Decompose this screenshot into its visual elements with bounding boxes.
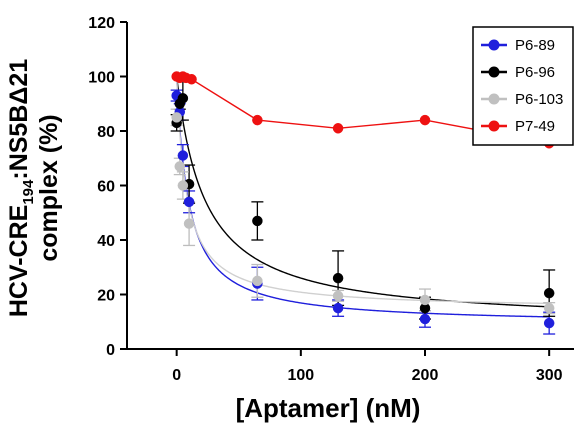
data-point-p7-49 bbox=[252, 114, 263, 126]
data-point-p6-89 bbox=[177, 150, 189, 161]
data-point-p6-89 bbox=[543, 317, 555, 329]
data-point-p6-96 bbox=[332, 272, 344, 284]
data-point-p6-89 bbox=[332, 302, 344, 314]
y-tick-label: 40 bbox=[97, 233, 115, 250]
tick-labels: 0 20 40 60 80 100 120 0 100 200 300 bbox=[88, 15, 562, 384]
y-tick-label: 0 bbox=[106, 342, 115, 359]
x-tick-label: 300 bbox=[536, 367, 563, 384]
y-tick-label: 60 bbox=[97, 179, 115, 196]
legend-label-p6-103: P6-103 bbox=[515, 91, 563, 108]
data-point-p7-49 bbox=[186, 73, 197, 85]
legend-marker-p6-96 bbox=[488, 66, 500, 78]
data-point-p6-96 bbox=[543, 287, 555, 299]
data-point-p6-89 bbox=[183, 196, 195, 208]
data-point-p7-49 bbox=[419, 114, 431, 126]
y-tick-label: 20 bbox=[97, 288, 115, 305]
y-axis-title-tail: :NS5BΔ21 bbox=[5, 59, 33, 180]
data-point-p6-96 bbox=[177, 93, 189, 104]
data-point-p6-103 bbox=[183, 218, 195, 229]
fit-curve-p6-96 bbox=[175, 76, 550, 308]
legend-marker-p6-89 bbox=[488, 39, 500, 51]
data-points bbox=[171, 71, 555, 329]
x-tick-label: 200 bbox=[412, 367, 439, 384]
data-point-p6-103 bbox=[171, 112, 182, 123]
data-point-p7-49 bbox=[332, 123, 344, 134]
data-point-p6-103 bbox=[252, 275, 263, 287]
legend-label-p6-89: P6-89 bbox=[515, 37, 555, 54]
y-tick-label: 80 bbox=[97, 124, 115, 141]
y-axis-title-main: HCV-CRE bbox=[5, 205, 33, 318]
legend: P6-89 P6-96 P6-103 P7-49 bbox=[472, 26, 574, 146]
x-tick-label: 0 bbox=[172, 367, 181, 384]
y-axis-title-line1: HCV-CRE194:NS5BΔ21 bbox=[5, 59, 37, 317]
legend-marker-p7-49 bbox=[488, 120, 500, 132]
y-tick-label: 120 bbox=[88, 15, 115, 32]
data-point-p6-89 bbox=[419, 313, 431, 325]
data-point-p6-103 bbox=[174, 161, 186, 172]
fit-curve-p6-103 bbox=[175, 76, 550, 305]
y-axis-title-subscript: 194 bbox=[20, 179, 37, 205]
fit-curve-p6-89 bbox=[175, 76, 550, 318]
y-axis-title-line2: complex (%) bbox=[35, 114, 63, 261]
legend-label-p6-96: P6-96 bbox=[515, 64, 555, 81]
axes bbox=[120, 21, 574, 356]
x-tick-label: 100 bbox=[287, 367, 314, 384]
fit-curves bbox=[175, 76, 550, 318]
legend-marker-p6-103 bbox=[488, 93, 500, 105]
data-point-p6-103 bbox=[419, 294, 431, 306]
y-tick-label: 100 bbox=[88, 70, 115, 87]
data-point-p6-103 bbox=[177, 180, 189, 191]
data-point-p6-103 bbox=[543, 302, 555, 314]
x-axis-title: [Aptamer] (nM) bbox=[236, 393, 421, 423]
data-point-p6-96 bbox=[252, 215, 263, 227]
data-point-p6-103 bbox=[332, 290, 344, 302]
legend-label-p7-49: P7-49 bbox=[515, 118, 555, 135]
